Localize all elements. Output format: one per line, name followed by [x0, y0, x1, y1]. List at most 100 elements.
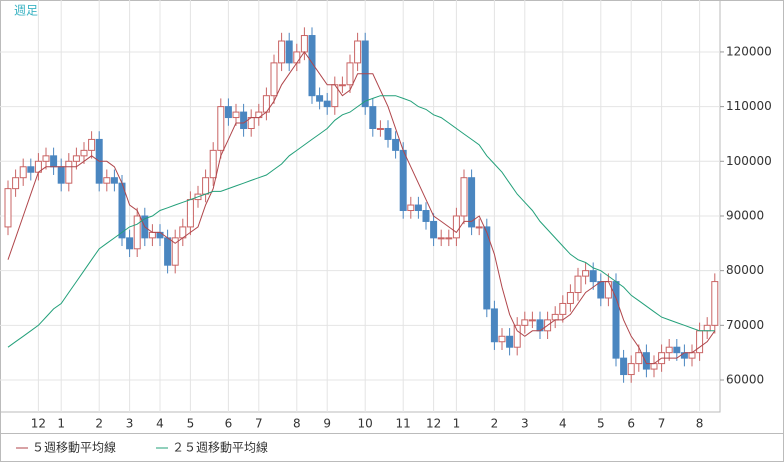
plot-area	[0, 0, 721, 413]
candle-body	[57, 166, 65, 184]
candle-body	[80, 149, 88, 157]
candle-body	[521, 319, 529, 326]
candle-body	[186, 199, 194, 228]
moving-average-line	[7, 51, 716, 365]
x-tick-label: 6	[627, 417, 635, 431]
candle-body	[88, 138, 96, 151]
candle-body	[566, 292, 574, 304]
candle-body	[133, 215, 141, 250]
candle-body	[171, 237, 179, 266]
candle-body	[12, 177, 20, 190]
candle-body	[680, 352, 688, 359]
candle-body	[392, 138, 400, 151]
candle-body	[4, 188, 12, 228]
x-tick-label: 3	[521, 417, 529, 431]
candle-body	[278, 40, 286, 64]
candle-body	[399, 149, 407, 212]
candle-body	[635, 352, 643, 365]
candle-body	[711, 281, 719, 326]
candle-body	[384, 127, 392, 140]
candle-body	[475, 226, 483, 229]
candle-body	[164, 237, 172, 266]
legend-label: ２５週移動平均線	[172, 440, 268, 455]
candle-body	[414, 204, 422, 212]
x-tick-label: 5	[597, 417, 605, 431]
y-tick-label: 100000	[726, 154, 772, 168]
candle-body	[42, 155, 50, 162]
candle-body	[338, 84, 346, 87]
x-tick-label: 8	[293, 417, 301, 431]
candle-body	[224, 106, 232, 119]
candle-body	[642, 352, 650, 370]
candle-body	[255, 111, 263, 119]
candle-body	[430, 220, 438, 239]
candle-body	[209, 149, 217, 179]
candle-body	[559, 302, 567, 315]
candle-body	[506, 335, 514, 348]
candle-body	[696, 330, 704, 354]
candle-body	[300, 35, 308, 53]
y-tick-label: 70000	[726, 318, 764, 332]
candle-body	[513, 324, 521, 348]
y-tick-label: 120000	[726, 44, 772, 58]
candle-body	[498, 335, 506, 343]
x-tick-label: 12	[426, 417, 441, 431]
candle-body	[65, 160, 73, 184]
moving-average-line	[7, 95, 715, 348]
candle-body	[597, 281, 605, 299]
candle-body	[118, 182, 126, 239]
candle-body	[202, 177, 210, 195]
x-tick-label: 8	[696, 417, 704, 431]
candle-body	[703, 324, 711, 332]
candle-body	[468, 177, 476, 228]
candle-body	[50, 155, 58, 168]
y-tick-label: 60000	[726, 373, 764, 387]
candle-body	[437, 237, 445, 240]
x-tick-label: 2	[95, 417, 103, 431]
candle-body	[156, 231, 164, 239]
candle-body	[460, 177, 468, 217]
candle-body	[110, 177, 118, 184]
candle-body	[103, 177, 111, 184]
candle-body	[528, 319, 536, 322]
candle-body	[483, 226, 491, 310]
chart-title: 週足	[14, 4, 38, 18]
candle-body	[293, 51, 301, 64]
candle-body	[369, 106, 377, 129]
candle-body	[346, 62, 354, 86]
x-tick-label: 12	[31, 417, 46, 431]
candle-body	[126, 237, 134, 250]
candle-body	[316, 95, 324, 102]
x-tick-label: 10	[358, 417, 373, 431]
legend-label: ５週移動平均線	[32, 440, 116, 455]
candle-body	[673, 346, 681, 354]
candle-body	[650, 363, 658, 370]
candle-body	[589, 270, 597, 283]
y-tick-label: 80000	[726, 263, 764, 277]
x-tick-label: 7	[255, 417, 263, 431]
candle-body	[285, 40, 293, 64]
x-tick-label: 5	[187, 417, 195, 431]
candle-body	[452, 215, 460, 239]
x-tick-label: 1	[453, 417, 461, 431]
candle-body	[27, 166, 35, 173]
x-tick-label: 3	[126, 417, 134, 431]
x-tick-label: 4	[559, 417, 567, 431]
candle-body	[72, 155, 80, 162]
candle-body	[376, 127, 384, 130]
candle-body	[407, 204, 415, 212]
candle-body	[665, 346, 673, 354]
x-tick-label: 6	[225, 417, 233, 431]
candle-body	[582, 270, 590, 277]
candle-body	[270, 62, 278, 97]
candle-body	[620, 357, 628, 376]
candle-body	[240, 111, 248, 129]
candle-body	[354, 40, 362, 64]
candle-body	[551, 313, 559, 321]
x-tick-label: 11	[396, 417, 411, 431]
candle-body	[217, 106, 225, 151]
candle-body	[323, 100, 331, 108]
candle-body	[627, 363, 635, 376]
x-tick-label: 4	[156, 417, 164, 431]
